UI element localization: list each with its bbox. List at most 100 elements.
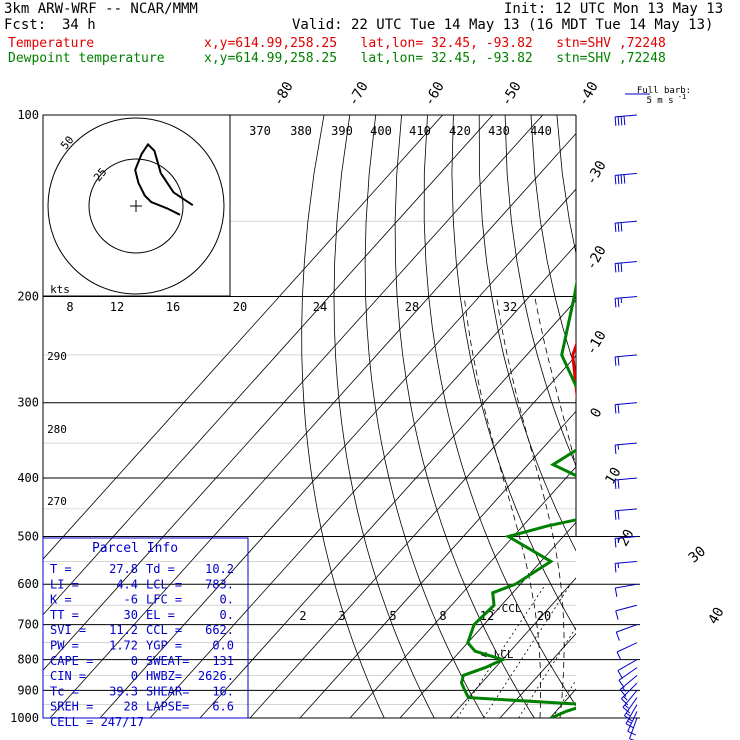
wind-barb (614, 296, 638, 308)
parcel-key: CAPE = (50, 654, 93, 668)
lcl-label: <-LCL (480, 648, 513, 661)
parcel-value: 1.72 (109, 639, 138, 653)
wind-barb-feather (622, 706, 631, 714)
wind-barb-feather (614, 510, 617, 520)
wind-barb-feather (615, 610, 619, 620)
dry-adiabat (451, 115, 576, 631)
wind-barb-staff (615, 114, 638, 118)
pressure-tick-label: 100 (17, 108, 39, 122)
wind-barb-feather (625, 723, 635, 729)
parcel-value: 0. (220, 608, 234, 622)
pressure-tick-label: 500 (17, 529, 39, 543)
isotherm-label: -70 (345, 79, 372, 109)
wind-barb-feather (617, 510, 620, 520)
forecast-label: Fcst: (4, 17, 47, 33)
wind-barb-feather (617, 116, 620, 126)
parcel-value: 662. (205, 623, 234, 637)
init-time: Init: 12 UTC Mon 13 May 13 (504, 1, 724, 17)
mixing-ratio-line (583, 584, 664, 718)
parcel-key: CIN = (50, 669, 86, 683)
wind-barb-staff (615, 442, 638, 446)
wind-barb (623, 697, 638, 722)
isotherm-line (43, 115, 493, 616)
wind-barb-feather (620, 222, 623, 232)
dewpoint-profile (459, 279, 576, 718)
wind-barb-feather (614, 223, 617, 233)
wind-barb-staff (625, 704, 638, 724)
wind-barb-feather (617, 356, 620, 366)
isotherm-label: -40 (575, 79, 602, 109)
mixing-ratio-label: 3 (338, 609, 345, 623)
isotherm-label: 30 (686, 543, 709, 566)
dry-adiabat (609, 115, 740, 731)
mixing-ratio-label: 8 (439, 609, 446, 623)
pressure-tick-label: 700 (17, 618, 39, 632)
mixing-ratio-label: 5 (389, 609, 396, 623)
wind-barb (614, 402, 638, 414)
parcel-value: 10.2 (205, 562, 234, 576)
barb-legend-exponent: -1 (678, 93, 686, 101)
parcel-key: LFC = (146, 593, 182, 607)
parcel-key: K = (50, 593, 72, 607)
parcel-value: 28 (124, 700, 138, 714)
parcel-key: HWBZ= (146, 669, 182, 683)
adiabat-label: 290 (47, 350, 67, 363)
wind-barb-feather (614, 175, 617, 185)
parcel-value: 39.3 (109, 684, 138, 698)
wind-barb (621, 682, 638, 706)
speed-label: 12 (110, 300, 124, 314)
wind-barb (614, 220, 638, 233)
parcel-value: 6.6 (212, 700, 234, 714)
speed-label: 32 (503, 300, 517, 314)
speed-label: 20 (233, 300, 247, 314)
temperature-profile (571, 341, 576, 400)
wind-barb-feather (619, 689, 627, 697)
wind-barb (614, 535, 638, 548)
wind-barb-staff (615, 508, 638, 512)
wind-barb-staff (616, 624, 638, 633)
moist-adiabat (581, 297, 623, 719)
isotherm-line (199, 299, 576, 718)
isotherm-line (700, 115, 740, 718)
wind-barb (614, 477, 638, 489)
theta-label: 410 (409, 124, 431, 138)
barb-legend-unit: 5 m s (646, 96, 673, 106)
wind-barb-feather (627, 730, 637, 736)
dry-adiabat (583, 115, 740, 731)
hodograph-ring-inner (88, 158, 184, 254)
parcel-key: LAPSE= (146, 700, 189, 714)
theta-label: 420 (449, 124, 471, 138)
wind-barb (619, 675, 638, 697)
speed-label: 16 (166, 300, 180, 314)
wind-barb (615, 624, 638, 641)
model-title: 3km ARW-WRF -- NCAR/MMM (4, 1, 198, 17)
hodograph-unit-label: kts (50, 283, 70, 296)
parcel-value: 27.8 (109, 562, 138, 576)
isotherm-line (399, 521, 576, 718)
isotherm-line (49, 132, 576, 718)
wind-barb-staff (627, 711, 638, 732)
parcel-key: SVI = (50, 623, 86, 637)
dry-adiabat (301, 115, 385, 718)
wind-barb (614, 261, 638, 273)
parcel-key: SHEAR= (146, 684, 189, 698)
wind-barb-feather (614, 263, 617, 273)
wind-barb (614, 114, 638, 126)
wind-barb (614, 354, 638, 366)
adiabat-label: 270 (47, 495, 67, 508)
isotherm-label: -30 (583, 158, 610, 188)
dry-adiabat (686, 115, 740, 731)
isotherm-line (299, 410, 576, 718)
wind-barb-feather (617, 404, 620, 414)
parcel-value: 16. (212, 684, 234, 698)
wind-barb-feather (616, 651, 622, 661)
dry-adiabat (423, 115, 576, 707)
isotherm-line (149, 244, 576, 718)
mixing-ratio-label: 20 (537, 609, 551, 623)
wind-barb-staff (615, 172, 638, 176)
wind-barb-feather (627, 720, 633, 724)
parcel-key: SREH = (50, 700, 93, 714)
wind-barb-feather (617, 222, 620, 232)
parcel-value: 783. (205, 577, 234, 591)
wind-barb-staff (615, 583, 638, 589)
